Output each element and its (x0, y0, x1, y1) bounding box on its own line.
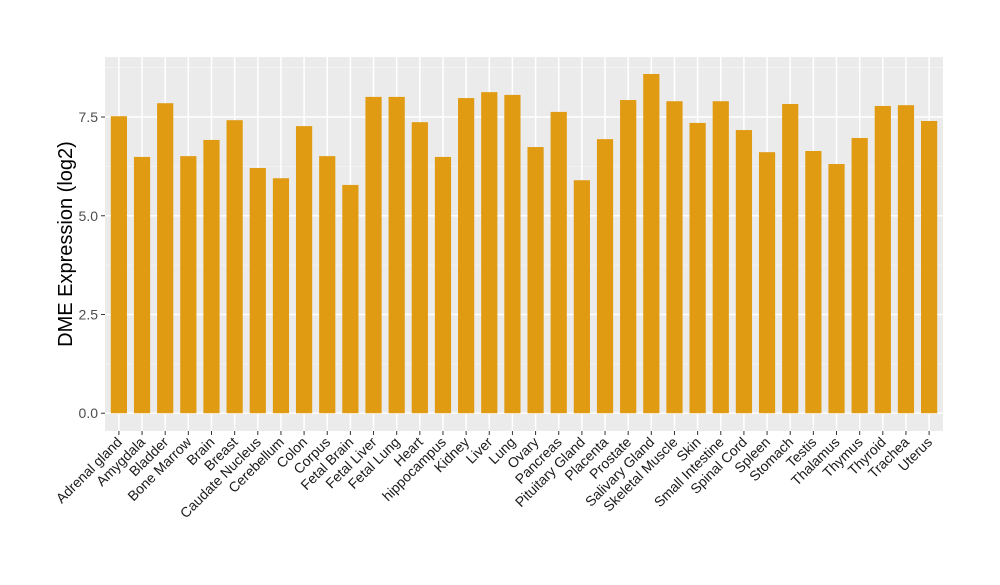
bar-colon (295, 126, 313, 414)
bar-amygdala (133, 156, 151, 414)
bar-liver (481, 92, 498, 414)
y-axis: 0.0 2.5 5.0 7.5 (79, 109, 105, 421)
bar-kidney (458, 98, 475, 414)
y-tick-label: 5.0 (79, 208, 99, 224)
plot-panel (105, 57, 943, 431)
bar-cerebellum (272, 178, 290, 414)
bar-caudate-nucleus (249, 167, 266, 414)
bar-fetal-lung (388, 96, 405, 414)
bar-pituitary-gland (573, 180, 590, 414)
bar-fetal-liver (365, 96, 382, 414)
bar-heart (411, 122, 428, 414)
bar-uterus (921, 120, 938, 414)
bar-small-intestine (712, 101, 729, 414)
bar-skin (689, 122, 706, 414)
bar-salivary-gland (643, 73, 660, 414)
bar-ovary (527, 147, 544, 414)
bar-bone-marrow (180, 156, 197, 414)
bar-thalamus (828, 164, 845, 414)
bar-prostate (620, 100, 637, 414)
bar-thymus (851, 137, 868, 414)
bar-corpus (319, 156, 336, 414)
bar-placenta (596, 139, 614, 414)
bar-pancreas (550, 111, 567, 414)
bar-bladder (157, 103, 174, 414)
y-axis-label: DME Expression (log2) (55, 141, 77, 347)
bar-skeletal-muscle (666, 101, 683, 414)
y-tick-label: 7.5 (79, 109, 99, 125)
bar-lung (504, 94, 521, 414)
y-tick-label: 0.0 (79, 405, 99, 421)
bar-spinal-cord (735, 130, 753, 414)
bars (110, 73, 938, 414)
bar-stomach (782, 103, 799, 414)
bar-adrenal-gland (110, 116, 127, 414)
bar-hippocampus (434, 156, 452, 414)
bar-testis (805, 150, 822, 414)
bar-fetal-brain (342, 184, 359, 414)
bar-spleen (758, 152, 776, 414)
bar-trachea (897, 105, 915, 414)
bar-breast (226, 120, 243, 414)
bar-brain (203, 139, 220, 414)
y-tick-label: 2.5 (79, 306, 99, 322)
bar-thyroid (874, 105, 891, 414)
